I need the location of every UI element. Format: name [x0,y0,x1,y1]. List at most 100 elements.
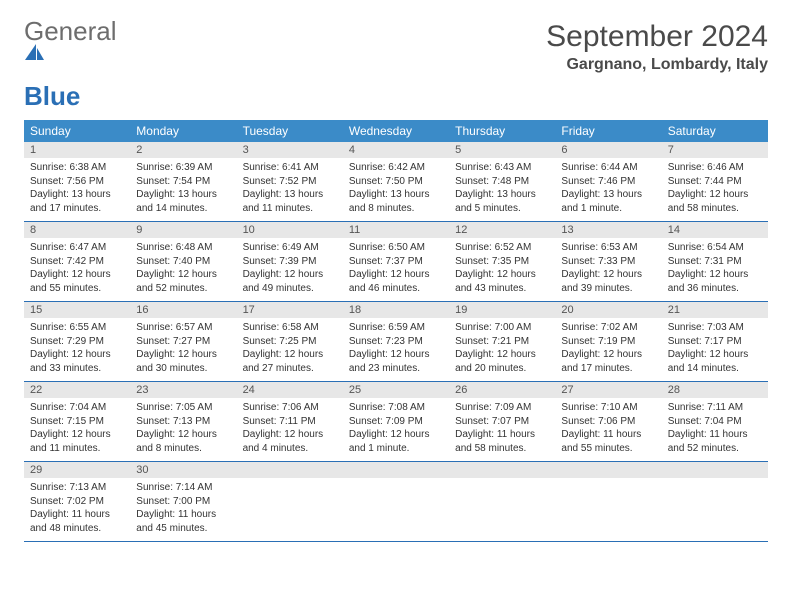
day-sunset: Sunset: 7:39 PM [243,255,337,269]
week-row: 8Sunrise: 6:47 AMSunset: 7:42 PMDaylight… [24,222,768,302]
day-day1: Daylight: 12 hours [668,188,762,202]
day-content: Sunrise: 7:08 AMSunset: 7:09 PMDaylight:… [343,398,449,461]
day-sunrise: Sunrise: 6:46 AM [668,161,762,175]
day-day1: Daylight: 12 hours [136,428,230,442]
day-sunset: Sunset: 7:40 PM [136,255,230,269]
day-sunrise: Sunrise: 6:55 AM [30,321,124,335]
day-day2: and 14 minutes. [668,362,762,376]
logo-part1: General [24,16,117,46]
day-day1: Daylight: 12 hours [668,348,762,362]
day-cell: 2Sunrise: 6:39 AMSunset: 7:54 PMDaylight… [130,142,236,221]
day-day2: and 58 minutes. [455,442,549,456]
day-number: 22 [24,382,130,398]
day-number: . [237,462,343,478]
day-sunrise: Sunrise: 7:00 AM [455,321,549,335]
day-cell: 19Sunrise: 7:00 AMSunset: 7:21 PMDayligh… [449,302,555,381]
day-sunrise: Sunrise: 6:57 AM [136,321,230,335]
day-sunset: Sunset: 7:11 PM [243,415,337,429]
dow-fri: Friday [555,120,661,142]
day-number: 12 [449,222,555,238]
day-cell: 27Sunrise: 7:10 AMSunset: 7:06 PMDayligh… [555,382,661,461]
day-sunrise: Sunrise: 6:43 AM [455,161,549,175]
day-day1: Daylight: 12 hours [349,428,443,442]
day-number: 13 [555,222,661,238]
day-cell: 21Sunrise: 7:03 AMSunset: 7:17 PMDayligh… [662,302,768,381]
day-sunset: Sunset: 7:07 PM [455,415,549,429]
day-sunrise: Sunrise: 6:53 AM [561,241,655,255]
day-day1: Daylight: 12 hours [349,348,443,362]
day-cell: 3Sunrise: 6:41 AMSunset: 7:52 PMDaylight… [237,142,343,221]
dow-tue: Tuesday [237,120,343,142]
location: Gargnano, Lombardy, Italy [546,56,768,74]
day-sunrise: Sunrise: 6:38 AM [30,161,124,175]
day-cell: 7Sunrise: 6:46 AMSunset: 7:44 PMDaylight… [662,142,768,221]
day-day2: and 11 minutes. [243,202,337,216]
day-day1: Daylight: 11 hours [668,428,762,442]
dow-sun: Sunday [24,120,130,142]
day-content: Sunrise: 6:58 AMSunset: 7:25 PMDaylight:… [237,318,343,381]
day-cell: . [449,462,555,541]
day-cell: 18Sunrise: 6:59 AMSunset: 7:23 PMDayligh… [343,302,449,381]
day-sunset: Sunset: 7:52 PM [243,175,337,189]
day-sunset: Sunset: 7:48 PM [455,175,549,189]
day-cell: . [662,462,768,541]
day-cell: 22Sunrise: 7:04 AMSunset: 7:15 PMDayligh… [24,382,130,461]
day-sunset: Sunset: 7:02 PM [30,495,124,509]
day-sunrise: Sunrise: 6:39 AM [136,161,230,175]
day-sunrise: Sunrise: 6:48 AM [136,241,230,255]
day-day1: Daylight: 12 hours [243,348,337,362]
day-cell: . [237,462,343,541]
day-day2: and 45 minutes. [136,522,230,536]
day-cell: 6Sunrise: 6:44 AMSunset: 7:46 PMDaylight… [555,142,661,221]
day-cell: . [343,462,449,541]
day-day1: Daylight: 13 hours [30,188,124,202]
day-sunrise: Sunrise: 7:03 AM [668,321,762,335]
day-sunrise: Sunrise: 7:11 AM [668,401,762,415]
day-content: Sunrise: 7:10 AMSunset: 7:06 PMDaylight:… [555,398,661,461]
day-sunset: Sunset: 7:37 PM [349,255,443,269]
day-content: Sunrise: 6:50 AMSunset: 7:37 PMDaylight:… [343,238,449,301]
day-sunrise: Sunrise: 6:50 AM [349,241,443,255]
day-sunrise: Sunrise: 6:44 AM [561,161,655,175]
day-content: Sunrise: 7:04 AMSunset: 7:15 PMDaylight:… [24,398,130,461]
day-content: Sunrise: 6:42 AMSunset: 7:50 PMDaylight:… [343,158,449,221]
day-content: Sunrise: 6:52 AMSunset: 7:35 PMDaylight:… [449,238,555,301]
day-content: Sunrise: 6:54 AMSunset: 7:31 PMDaylight:… [662,238,768,301]
week-row: 1Sunrise: 6:38 AMSunset: 7:56 PMDaylight… [24,142,768,222]
day-sunrise: Sunrise: 7:09 AM [455,401,549,415]
day-day2: and 11 minutes. [30,442,124,456]
day-day2: and 36 minutes. [668,282,762,296]
day-content: Sunrise: 7:11 AMSunset: 7:04 PMDaylight:… [662,398,768,461]
day-sunrise: Sunrise: 7:05 AM [136,401,230,415]
day-content: Sunrise: 7:13 AMSunset: 7:02 PMDaylight:… [24,478,130,541]
dow-thu: Thursday [449,120,555,142]
day-number: 1 [24,142,130,158]
day-number: 27 [555,382,661,398]
month-title: September 2024 [546,20,768,54]
day-day1: Daylight: 13 hours [349,188,443,202]
day-sunset: Sunset: 7:21 PM [455,335,549,349]
day-sunrise: Sunrise: 6:49 AM [243,241,337,255]
day-day2: and 48 minutes. [30,522,124,536]
day-cell: 23Sunrise: 7:05 AMSunset: 7:13 PMDayligh… [130,382,236,461]
day-cell: 11Sunrise: 6:50 AMSunset: 7:37 PMDayligh… [343,222,449,301]
day-cell: 5Sunrise: 6:43 AMSunset: 7:48 PMDaylight… [449,142,555,221]
day-day1: Daylight: 11 hours [561,428,655,442]
day-day1: Daylight: 12 hours [136,348,230,362]
day-day2: and 39 minutes. [561,282,655,296]
day-cell: . [555,462,661,541]
dow-sat: Saturday [662,120,768,142]
day-content: Sunrise: 6:55 AMSunset: 7:29 PMDaylight:… [24,318,130,381]
day-sunset: Sunset: 7:06 PM [561,415,655,429]
day-content: Sunrise: 6:38 AMSunset: 7:56 PMDaylight:… [24,158,130,221]
day-sunrise: Sunrise: 6:59 AM [349,321,443,335]
day-content: Sunrise: 7:03 AMSunset: 7:17 PMDaylight:… [662,318,768,381]
day-cell: 16Sunrise: 6:57 AMSunset: 7:27 PMDayligh… [130,302,236,381]
day-sunset: Sunset: 7:33 PM [561,255,655,269]
day-number: . [555,462,661,478]
day-sunrise: Sunrise: 7:06 AM [243,401,337,415]
day-cell: 26Sunrise: 7:09 AMSunset: 7:07 PMDayligh… [449,382,555,461]
day-sunset: Sunset: 7:19 PM [561,335,655,349]
day-sunset: Sunset: 7:27 PM [136,335,230,349]
day-day2: and 52 minutes. [668,442,762,456]
